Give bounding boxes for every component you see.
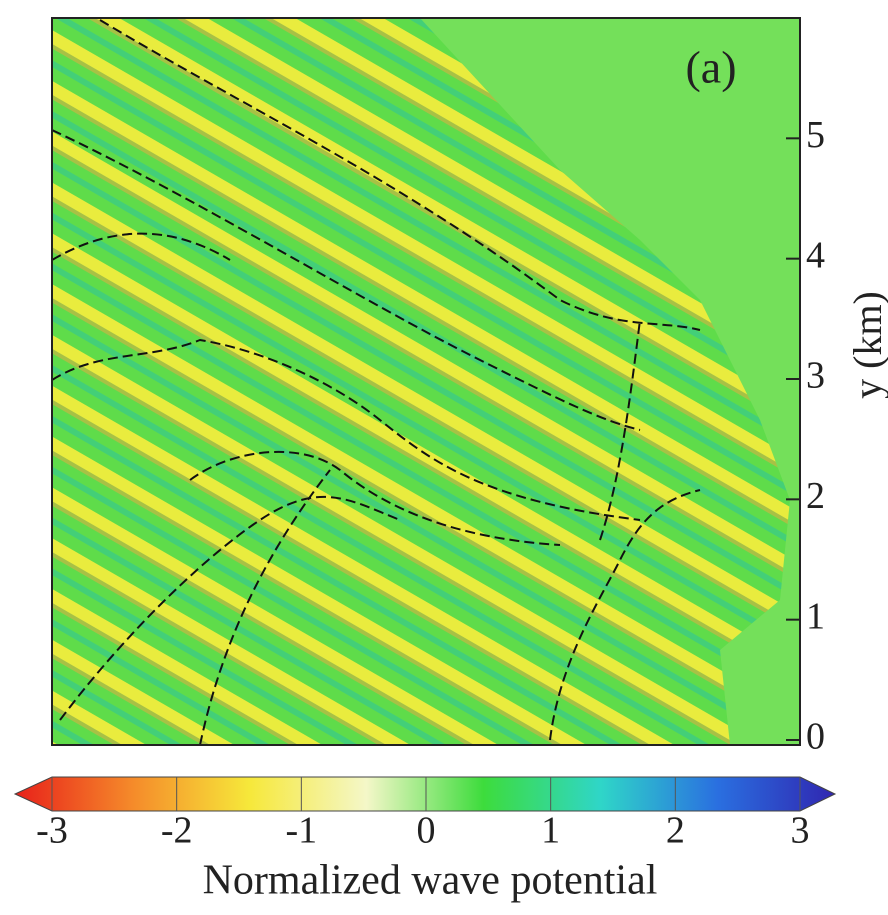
plot-frame [51,17,801,746]
wave-field [52,18,800,745]
colorbar-tick-label: 3 [791,810,810,852]
colorbar-tick-label: 1 [541,810,560,852]
colorbar-tick-label: -1 [286,810,318,852]
y-tick-label: 0 [806,716,825,758]
y-tick-label: 5 [806,114,825,156]
colorbar-tick-label: -3 [36,810,68,852]
y-axis-label: y (km) [845,291,888,399]
panel-label: (a) [685,42,736,93]
y-tick-label: 4 [806,234,825,276]
colorbar-label: Normalized wave potential [203,858,658,904]
colorbar-tick-label: 2 [666,810,685,852]
colorbar [13,776,837,812]
y-tick-label: 1 [806,595,825,637]
colorbar-tick-label: 0 [417,810,436,852]
colorbar-tick-label: -2 [161,810,193,852]
y-tick-label: 3 [806,355,825,397]
y-tick-label: 2 [806,475,825,517]
